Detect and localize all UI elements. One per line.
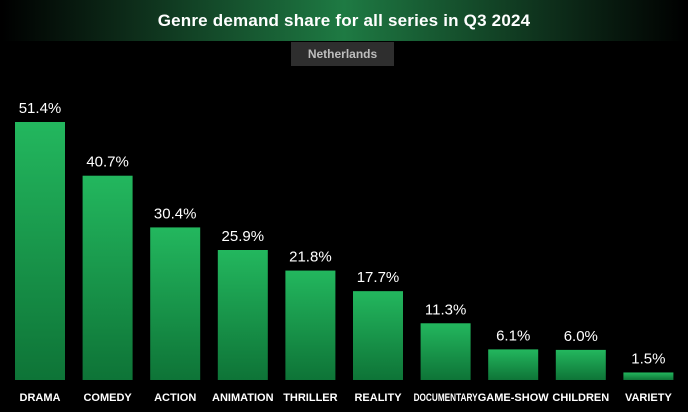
chart-subtitle: Netherlands bbox=[307, 47, 378, 61]
bar-children bbox=[555, 349, 606, 380]
category-labels-group: DRAMA COMEDY ACTION ANIMATION THRILLER REALIT… bbox=[20, 392, 673, 404]
title-bar: Genre demand share for all series in Q3 … bbox=[2, 0, 686, 41]
bar-reality bbox=[353, 291, 403, 380]
bar-comedy bbox=[82, 175, 133, 380]
value-label-thriller: 21.8% bbox=[289, 249, 332, 266]
category-label-thriller: THRILLER bbox=[283, 392, 337, 404]
value-label-drama: 51.4% bbox=[19, 100, 62, 117]
value-label-reality: 17.7% bbox=[357, 269, 400, 286]
category-label-animation: ANIMATION bbox=[212, 392, 274, 404]
category-label-children: CHILDREN bbox=[552, 392, 609, 404]
bar-game-show bbox=[488, 349, 539, 380]
value-label-comedy: 40.7% bbox=[86, 154, 129, 171]
value-label-documentary: 11.3% bbox=[425, 301, 466, 318]
bars-group bbox=[15, 122, 674, 380]
category-label-variety: VARIETY bbox=[625, 392, 673, 404]
bar-animation bbox=[217, 249, 268, 380]
value-label-variety: 1.5% bbox=[631, 350, 665, 367]
chart-title: Genre demand share for all series in Q3 … bbox=[157, 10, 531, 30]
value-labels-group: 51.4% 40.7% 30.4% 25.9% 21.8% 17.7% 11.3% 6.1% 6… bbox=[19, 100, 666, 367]
category-label-comedy: COMEDY bbox=[83, 392, 132, 404]
value-label-action: 30.4% bbox=[154, 205, 197, 222]
bar-documentary bbox=[420, 323, 471, 380]
value-label-game-show: 6.1% bbox=[496, 327, 530, 344]
value-label-animation: 25.9% bbox=[222, 228, 265, 245]
category-label-game-show: GAME-SHOW bbox=[478, 392, 550, 404]
bar-action bbox=[150, 227, 201, 380]
bar-drama bbox=[15, 122, 65, 380]
category-label-reality: REALITY bbox=[354, 392, 402, 404]
value-label-children: 6.0% bbox=[564, 328, 598, 345]
bar-thriller bbox=[285, 270, 336, 380]
bar-variety bbox=[623, 372, 674, 380]
subtitle-badge: Netherlands bbox=[291, 42, 394, 66]
category-label-drama: DRAMA bbox=[20, 392, 61, 404]
category-label-action: ACTION bbox=[154, 392, 196, 404]
category-label-documentary: DOCUMENTARY bbox=[414, 392, 478, 404]
